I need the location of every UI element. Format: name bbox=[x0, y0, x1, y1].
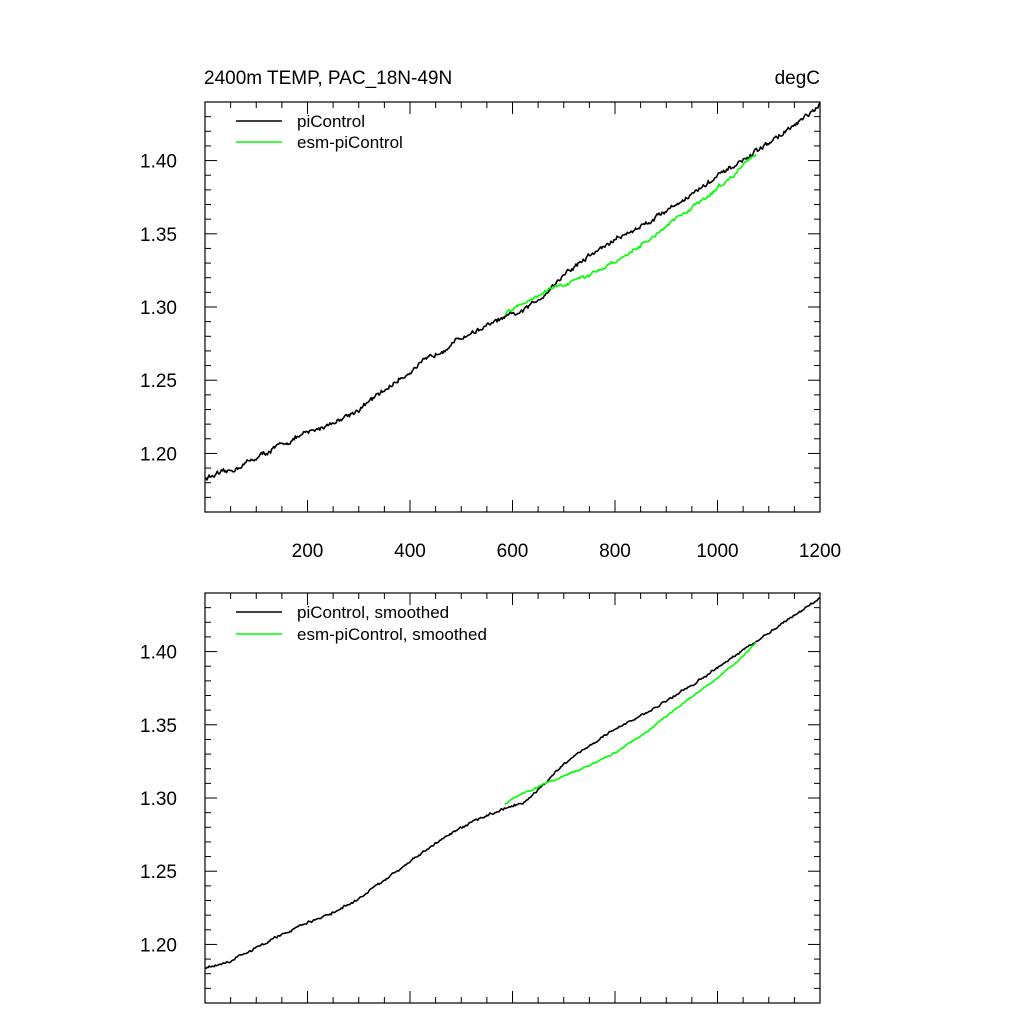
legend-label-esm-picontrol: esm-piControl bbox=[297, 133, 403, 152]
units-label: degC bbox=[775, 68, 820, 89]
series-line-picontrol bbox=[204, 102, 821, 481]
y-axis-labels: 1.20 1.25 1.30 1.35 1.40 bbox=[140, 643, 177, 957]
y-tick-label: 1.20 bbox=[140, 444, 177, 465]
legend: piControl esm-piControl bbox=[236, 112, 403, 152]
x-tick-label: 1200 bbox=[799, 541, 841, 562]
plot-frame bbox=[204, 101, 821, 513]
legend: piControl, smoothed esm-piControl, smoot… bbox=[236, 603, 487, 644]
legend-label-picontrol: piControl bbox=[297, 112, 365, 131]
y-tick-label: 1.25 bbox=[140, 862, 177, 883]
y-tick-label: 1.30 bbox=[140, 298, 177, 319]
y-tick-label: 1.40 bbox=[140, 643, 177, 664]
series-line-esm-picontrol-smoothed bbox=[504, 641, 757, 805]
y-tick-label: 1.25 bbox=[140, 371, 177, 392]
x-axis-labels: 200 400 600 800 1000 1200 bbox=[292, 541, 841, 562]
y-tick-label: 1.20 bbox=[140, 935, 177, 956]
series-line-picontrol-smoothed bbox=[204, 596, 821, 970]
legend-label-picontrol-smoothed: piControl, smoothed bbox=[297, 603, 449, 622]
legend-label-esm-picontrol-smoothed: esm-piControl, smoothed bbox=[297, 625, 487, 644]
bottom-panel: 1.20 1.25 1.30 1.35 1.40 piControl, smoo… bbox=[140, 592, 821, 1004]
y-tick-label: 1.40 bbox=[140, 152, 177, 173]
x-tick-label: 400 bbox=[394, 541, 426, 562]
x-tick-label: 200 bbox=[292, 541, 324, 562]
y-tick-label: 1.30 bbox=[140, 789, 177, 810]
x-tick-label: 1000 bbox=[696, 541, 738, 562]
chart-title: 2400m TEMP, PAC_18N-49N bbox=[204, 68, 452, 89]
series-lines bbox=[204, 102, 821, 481]
axis-ticks bbox=[205, 101, 821, 513]
y-axis-labels: 1.20 1.25 1.30 1.35 1.40 bbox=[140, 152, 177, 466]
x-tick-label: 600 bbox=[497, 541, 529, 562]
axis-ticks bbox=[205, 592, 821, 1004]
top-panel: 2400m TEMP, PAC_18N-49N degC 1.20 1.25 1… bbox=[140, 68, 841, 562]
series-line-esm-picontrol bbox=[504, 153, 757, 316]
plot-frame bbox=[204, 592, 821, 1004]
x-tick-label: 800 bbox=[599, 541, 631, 562]
series-lines bbox=[204, 596, 821, 970]
y-tick-label: 1.35 bbox=[140, 716, 177, 737]
y-tick-label: 1.35 bbox=[140, 225, 177, 246]
